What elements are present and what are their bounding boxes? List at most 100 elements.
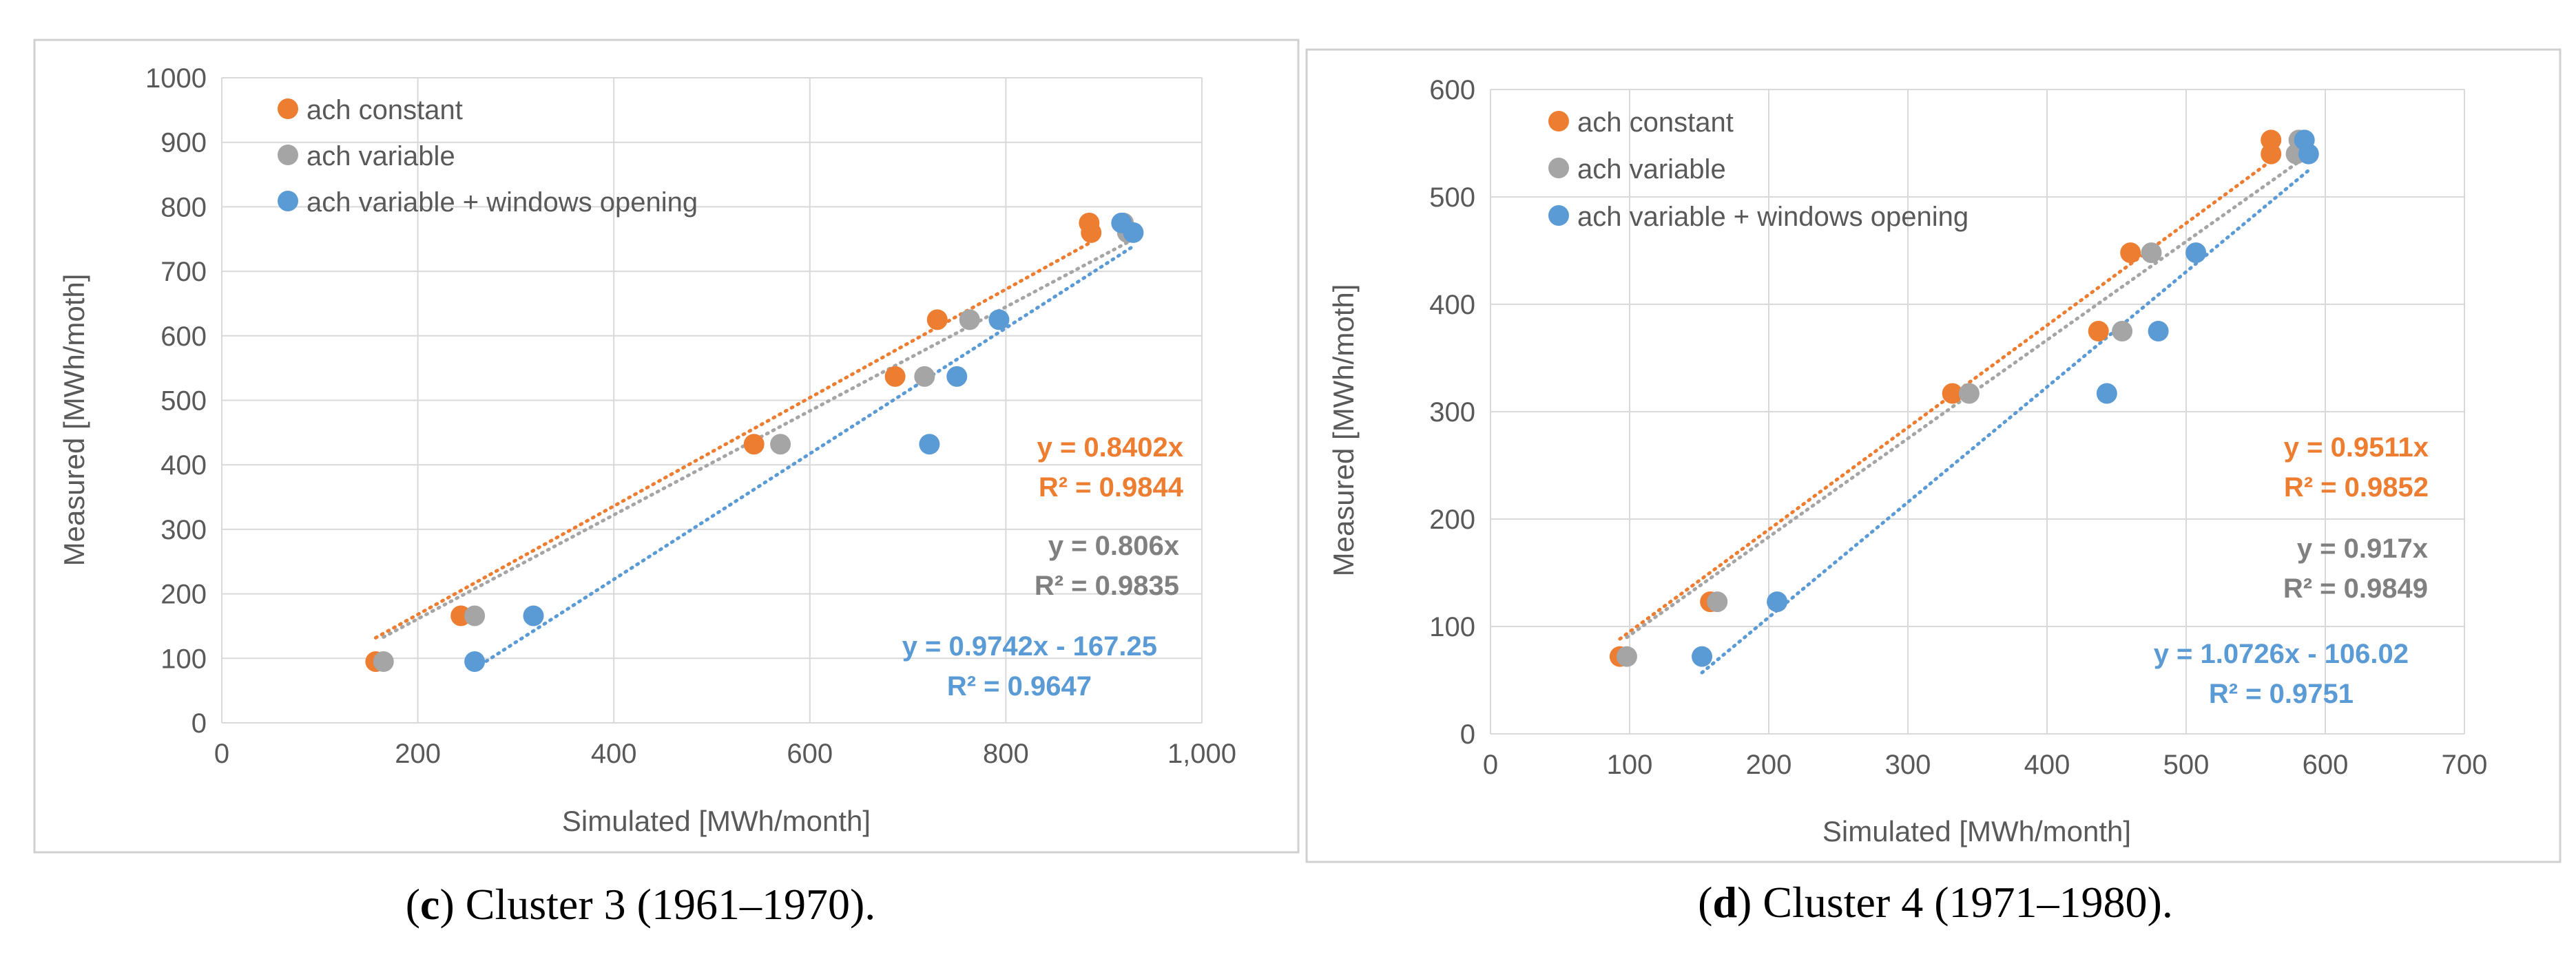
data-point-ach-variable xyxy=(770,434,791,455)
chart-frame xyxy=(33,39,1300,854)
data-point-ach-constant xyxy=(1081,222,1102,243)
data-point-ach-variable xyxy=(1616,646,1637,667)
x-axis-title: Simulated [MWh/month] xyxy=(1822,815,2131,847)
data-point-ach-variable xyxy=(959,309,980,330)
caption-text: Cluster 4 (1971–1980). xyxy=(1752,878,2173,927)
x-tick-label: 400 xyxy=(591,739,637,769)
equation-ach-constant: y = 0.8402x xyxy=(1037,432,1183,463)
x-tick-label: 200 xyxy=(1746,750,1792,780)
r2-ach-variable-windows: R² = 0.9647 xyxy=(947,671,1092,702)
trendline-ach-constant xyxy=(373,240,1093,640)
data-point-ach-constant xyxy=(2088,321,2109,341)
data-point-ach-variable-windows xyxy=(919,434,940,455)
y-tick-label: 300 xyxy=(1429,397,1475,428)
legend: ach constant ach variable ach variable +… xyxy=(1548,107,1969,232)
r2-ach-variable-windows: R² = 0.9751 xyxy=(2209,679,2354,709)
equation-ach-variable: y = 0.917x xyxy=(2297,534,2428,564)
x-tick-label: 800 xyxy=(983,739,1029,769)
equation-ach-variable-windows: y = 0.9742x - 167.25 xyxy=(902,631,1157,662)
legend-label-ach-variable: ach variable xyxy=(1577,154,1726,185)
data-point-ach-constant xyxy=(2261,129,2282,151)
data-point-ach-variable-windows xyxy=(1767,591,1788,613)
chart-frame xyxy=(1305,48,2562,863)
y-tick-label: 200 xyxy=(1429,505,1475,535)
data-point-ach-variable-windows xyxy=(1123,222,1144,243)
y-tick-label: 100 xyxy=(160,644,207,674)
caption-letter: d xyxy=(1712,878,1737,927)
x-tick-label: 300 xyxy=(1885,750,1931,780)
y-tick-label: 100 xyxy=(1429,612,1475,642)
y-tick-label: 700 xyxy=(160,257,207,287)
data-point-ach-variable-windows xyxy=(2185,242,2207,264)
equation-labels: y = 0.9511x R² = 0.9852 y = 0.917x R² = … xyxy=(2154,432,2429,709)
figure-caption: (d) Cluster 4 (1971–1980). xyxy=(1698,878,2173,927)
r2-ach-constant: R² = 0.9844 xyxy=(1039,472,1184,503)
x-axis-title: Simulated [MWh/month] xyxy=(562,805,871,837)
legend: ach constant ach variable ach variable +… xyxy=(278,95,698,218)
trendline-ach-variable-windows xyxy=(1700,169,2311,675)
data-point-ach-variable-windows xyxy=(2096,383,2117,404)
data-point-ach-variable xyxy=(373,651,394,672)
legend-marker-ach-variable-windows xyxy=(278,191,298,211)
data-point-ach-constant xyxy=(884,366,906,387)
data-point-ach-constant xyxy=(926,309,948,330)
data-point-ach-variable xyxy=(464,605,486,626)
equation-ach-variable: y = 0.806x xyxy=(1048,531,1179,561)
legend-marker-ach-variable-windows xyxy=(1548,205,1569,226)
data-point-ach-variable-windows xyxy=(946,366,968,387)
equation-ach-constant: y = 0.9511x xyxy=(2284,432,2429,463)
data-point-ach-variable-windows xyxy=(1692,646,1713,667)
data-point-ach-constant xyxy=(2120,242,2141,264)
data-point-ach-constant xyxy=(743,434,765,455)
legend-label-ach-variable-windows: ach variable + windows opening xyxy=(1577,202,1969,232)
y-tick-label: 500 xyxy=(1429,182,1475,213)
legend-label-ach-variable: ach variable xyxy=(307,141,455,171)
y-axis-title: Measured [MWh/moth] xyxy=(58,274,90,567)
x-tick-label: 1,000 xyxy=(1167,739,1236,769)
y-tick-label: 600 xyxy=(160,322,207,352)
x-tick-label: 100 xyxy=(1607,750,1653,780)
data-point-ach-constant xyxy=(1942,383,1963,404)
data-point-ach-variable xyxy=(1958,383,1980,404)
data-point-ach-variable-windows xyxy=(988,309,1010,330)
data-point-ach-variable-windows xyxy=(464,651,486,672)
trendline-ach-variable-windows xyxy=(472,244,1135,671)
y-tick-label: 400 xyxy=(160,450,207,481)
data-point-ach-variable xyxy=(2141,242,2162,264)
x-tick-label: 400 xyxy=(2024,750,2070,780)
legend-label-ach-constant: ach constant xyxy=(1577,107,1734,138)
y-tick-label: 800 xyxy=(160,192,207,222)
equation-ach-variable-windows: y = 1.0726x - 106.02 xyxy=(2154,639,2409,669)
y-tick-label: 900 xyxy=(160,128,207,158)
y-tick-label: 600 xyxy=(1429,75,1475,105)
legend-label-ach-constant: ach constant xyxy=(307,95,463,125)
y-tick-label: 0 xyxy=(191,708,207,739)
x-tick-label: 700 xyxy=(2442,750,2488,780)
caption-text: Cluster 3 (1961–1970). xyxy=(455,880,876,929)
x-tick-label: 600 xyxy=(2303,750,2349,780)
legend-marker-ach-constant xyxy=(1548,111,1569,131)
chart-panel-c: 0 100 200 300 400 500 600 700 800 900 1000 0 200 400… xyxy=(33,39,1300,929)
figure-caption: (c) Cluster 3 (1961–1970). xyxy=(406,880,876,929)
r2-ach-variable: R² = 0.9849 xyxy=(2283,573,2428,604)
equation-labels: y = 0.8402x R² = 0.9844 y = 0.806x R² = … xyxy=(902,432,1184,702)
y-tick-label: 300 xyxy=(160,515,207,545)
r2-ach-variable: R² = 0.9835 xyxy=(1035,571,1179,601)
y-tick-label: 0 xyxy=(1460,719,1475,750)
y-tick-label: 200 xyxy=(160,580,207,610)
data-point-ach-variable xyxy=(914,366,935,387)
x-tick-label: 0 xyxy=(214,739,229,769)
data-point-ach-variable-windows xyxy=(2298,143,2319,165)
legend-label-ach-variable-windows: ach variable + windows opening xyxy=(307,187,698,218)
data-point-ach-variable xyxy=(1707,591,1728,613)
data-point-ach-variable-windows xyxy=(2148,321,2169,341)
caption-letter: c xyxy=(420,880,439,929)
y-tick-label: 500 xyxy=(160,386,207,417)
x-tick-label: 600 xyxy=(787,739,833,769)
y-axis-title: Measured [MWh/moth] xyxy=(1327,284,1360,577)
legend-marker-ach-variable xyxy=(1548,158,1569,178)
legend-marker-ach-variable xyxy=(278,145,298,165)
x-tick-label: 0 xyxy=(1483,750,1498,780)
y-tick-label: 400 xyxy=(1429,290,1475,320)
